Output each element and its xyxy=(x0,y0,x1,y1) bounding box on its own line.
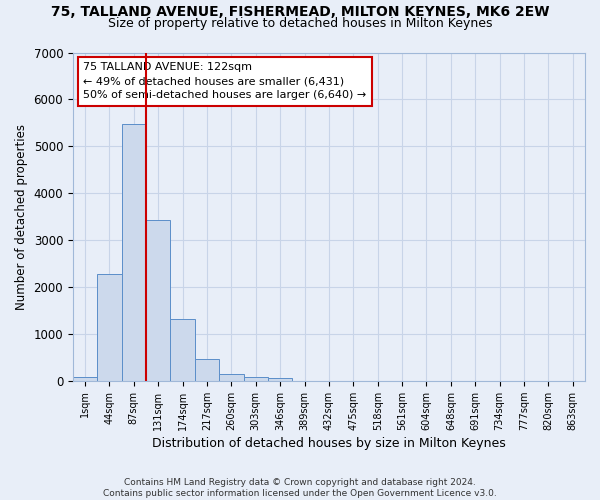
Bar xyxy=(268,378,292,381)
Bar xyxy=(73,378,97,381)
Text: 75 TALLAND AVENUE: 122sqm
← 49% of detached houses are smaller (6,431)
50% of se: 75 TALLAND AVENUE: 122sqm ← 49% of detac… xyxy=(83,62,367,100)
Bar xyxy=(170,320,195,381)
Bar xyxy=(244,377,268,381)
Bar xyxy=(146,220,170,381)
Bar xyxy=(219,374,244,381)
Text: Contains HM Land Registry data © Crown copyright and database right 2024.
Contai: Contains HM Land Registry data © Crown c… xyxy=(103,478,497,498)
Y-axis label: Number of detached properties: Number of detached properties xyxy=(15,124,28,310)
Bar xyxy=(97,274,122,381)
Text: 75, TALLAND AVENUE, FISHERMEAD, MILTON KEYNES, MK6 2EW: 75, TALLAND AVENUE, FISHERMEAD, MILTON K… xyxy=(51,5,549,19)
Text: Size of property relative to detached houses in Milton Keynes: Size of property relative to detached ho… xyxy=(108,18,492,30)
X-axis label: Distribution of detached houses by size in Milton Keynes: Distribution of detached houses by size … xyxy=(152,437,506,450)
Bar xyxy=(122,124,146,381)
Bar xyxy=(195,360,219,381)
